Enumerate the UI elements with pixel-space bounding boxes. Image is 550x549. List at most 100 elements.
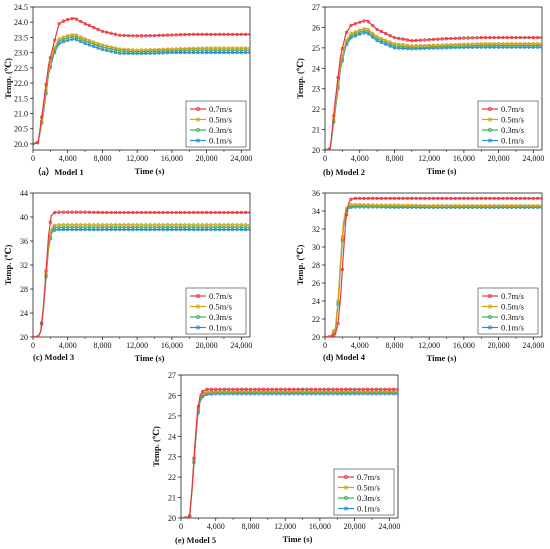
- data-point: [410, 196, 414, 201]
- legend-entry-label: 0.1m/s: [501, 136, 524, 146]
- data-point: [353, 30, 358, 34]
- data-point: [449, 42, 453, 47]
- data-point: [358, 203, 362, 207]
- data-point: [96, 41, 100, 46]
- data-point: [453, 196, 457, 201]
- data-point: [144, 34, 148, 38]
- data-point: [514, 35, 518, 40]
- data-point: [44, 269, 48, 273]
- data-point: [366, 28, 371, 32]
- data-point: [449, 36, 453, 41]
- data-point: [161, 33, 165, 37]
- data-point: [139, 34, 144, 38]
- y-tick-label: 40: [20, 213, 28, 222]
- data-point: [239, 48, 243, 52]
- x-tick-label: 0: [31, 341, 35, 350]
- data-point: [466, 42, 470, 46]
- data-point: [527, 203, 531, 208]
- series-group: [325, 196, 542, 337]
- data-point: [371, 31, 375, 35]
- x-axis-label: Time (s): [135, 166, 165, 176]
- data-point: [348, 389, 352, 393]
- data-point: [83, 210, 87, 214]
- data-point: [105, 44, 109, 48]
- data-point: [244, 389, 248, 393]
- data-point: [183, 210, 187, 215]
- data-point: [326, 389, 331, 393]
- data-point: [118, 33, 122, 37]
- data-point: [226, 48, 230, 52]
- data-point: [527, 35, 531, 40]
- data-point: [444, 196, 449, 201]
- data-point: [418, 38, 423, 42]
- data-point: [144, 210, 148, 215]
- data-point: [235, 387, 240, 391]
- data-point: [248, 210, 250, 215]
- y-tick-label: 22: [312, 105, 320, 114]
- panel-label: (d) Model 4: [323, 352, 366, 362]
- data-point: [374, 387, 378, 391]
- data-point: [217, 210, 222, 215]
- data-point: [253, 389, 257, 393]
- data-point: [126, 47, 131, 52]
- data-point: [383, 389, 387, 393]
- legend-swatch-marker: [487, 325, 492, 330]
- data-point: [488, 42, 492, 46]
- data-point: [209, 210, 213, 215]
- x-tick-label: 24,000: [230, 154, 252, 163]
- data-point: [200, 223, 204, 227]
- data-point: [488, 203, 492, 208]
- y-tick-label: 26: [168, 391, 176, 400]
- data-point: [340, 267, 345, 272]
- data-point: [384, 31, 388, 36]
- data-point: [479, 196, 483, 201]
- x-tick-label: 12,000: [418, 341, 440, 350]
- data-point: [274, 389, 279, 393]
- data-point: [392, 389, 396, 393]
- data-point: [444, 203, 449, 208]
- data-point: [362, 196, 366, 201]
- data-point: [196, 46, 200, 50]
- data-point: [353, 196, 358, 201]
- data-point: [131, 210, 135, 215]
- data-point: [349, 203, 353, 207]
- data-point: [87, 38, 92, 43]
- data-point: [139, 210, 144, 215]
- data-point: [327, 335, 331, 337]
- data-point: [113, 32, 118, 36]
- legend: 0.7m/s0.5m/s0.3m/s0.1m/s: [477, 287, 539, 335]
- data-point: [339, 387, 344, 391]
- data-point: [205, 387, 209, 391]
- data-point: [349, 31, 353, 36]
- data-point: [401, 43, 405, 47]
- data-point: [335, 387, 339, 391]
- data-point: [505, 42, 509, 46]
- data-point: [230, 48, 235, 52]
- data-point: [83, 22, 87, 26]
- x-tick-label: 0: [323, 341, 327, 350]
- data-point: [374, 389, 378, 393]
- data-point: [109, 223, 113, 227]
- data-point: [436, 37, 440, 41]
- data-point: [178, 50, 183, 55]
- data-point: [213, 32, 217, 37]
- data-point: [248, 389, 253, 393]
- legend-entry-label: 0.7m/s: [209, 291, 232, 301]
- data-point: [536, 35, 540, 40]
- data-point: [100, 223, 105, 227]
- data-point: [79, 210, 83, 214]
- data-point: [57, 223, 61, 227]
- data-point: [57, 22, 61, 26]
- data-point: [371, 203, 375, 207]
- data-point: [74, 223, 79, 227]
- data-point: [44, 82, 48, 87]
- y-tick-label: 22.0: [14, 79, 28, 88]
- data-point: [222, 210, 226, 215]
- data-point: [514, 42, 518, 46]
- data-point: [70, 35, 74, 39]
- legend-swatch-marker: [343, 485, 348, 490]
- data-point: [152, 47, 157, 52]
- data-point: [157, 51, 161, 55]
- legend-entry-label: 0.3m/s: [357, 493, 380, 503]
